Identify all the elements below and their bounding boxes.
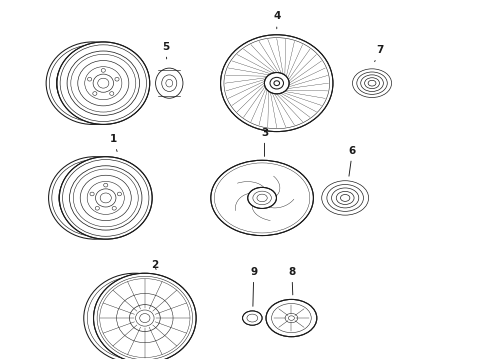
Text: 1: 1 [109,134,117,152]
Ellipse shape [243,311,262,325]
Ellipse shape [94,273,196,360]
Text: 6: 6 [349,145,356,176]
Text: 3: 3 [261,128,268,157]
Text: 5: 5 [162,42,170,59]
Text: 2: 2 [151,260,158,270]
Text: 4: 4 [273,12,280,29]
Ellipse shape [248,188,276,208]
Text: 8: 8 [288,267,295,295]
Text: 7: 7 [375,45,384,62]
Ellipse shape [220,35,333,132]
Ellipse shape [266,300,317,337]
Text: 9: 9 [250,267,257,306]
Ellipse shape [265,72,289,94]
Ellipse shape [57,42,150,125]
Ellipse shape [211,160,314,235]
Ellipse shape [59,157,152,239]
